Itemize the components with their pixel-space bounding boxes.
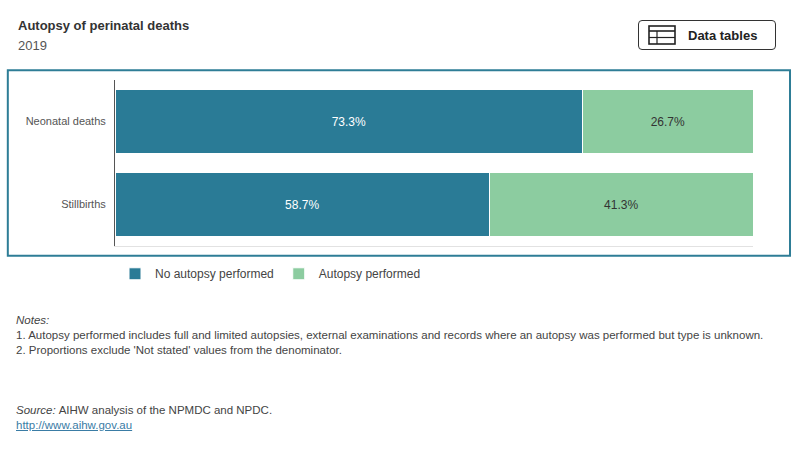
svg-text:58.7%: 58.7% (285, 198, 319, 212)
svg-text:73.3%: 73.3% (332, 115, 366, 129)
svg-text:41.3%: 41.3% (604, 198, 638, 212)
svg-text:Stillbirths: Stillbirths (61, 198, 106, 210)
svg-text:Autopsy performed: Autopsy performed (319, 267, 420, 281)
html-text:Source: AIHW analysis of the N: Source: AIHW analysis of the NPMDC and N… (16, 404, 273, 416)
svg-text:26.7%: 26.7% (651, 115, 685, 129)
html-text:Data tables: Data tables (688, 27, 758, 43)
svg-text:No autopsy performed: No autopsy performed (155, 267, 274, 281)
html-text:2019: 2019 (18, 38, 47, 53)
html-text:Autopsy of perinatal deaths: Autopsy of perinatal deaths (18, 18, 190, 33)
html-text:http://www.aihw.gov.au: http://www.aihw.gov.au (16, 419, 133, 431)
html-text:1. Autopsy performed includes: 1. Autopsy performed includes full and l… (16, 329, 764, 341)
html-text:2. Proportions exclude 'Not st: 2. Proportions exclude 'Not stated' valu… (16, 344, 342, 356)
svg-text:Neonatal deaths: Neonatal deaths (26, 115, 107, 127)
html-text:Notes:: Notes: (16, 314, 50, 326)
